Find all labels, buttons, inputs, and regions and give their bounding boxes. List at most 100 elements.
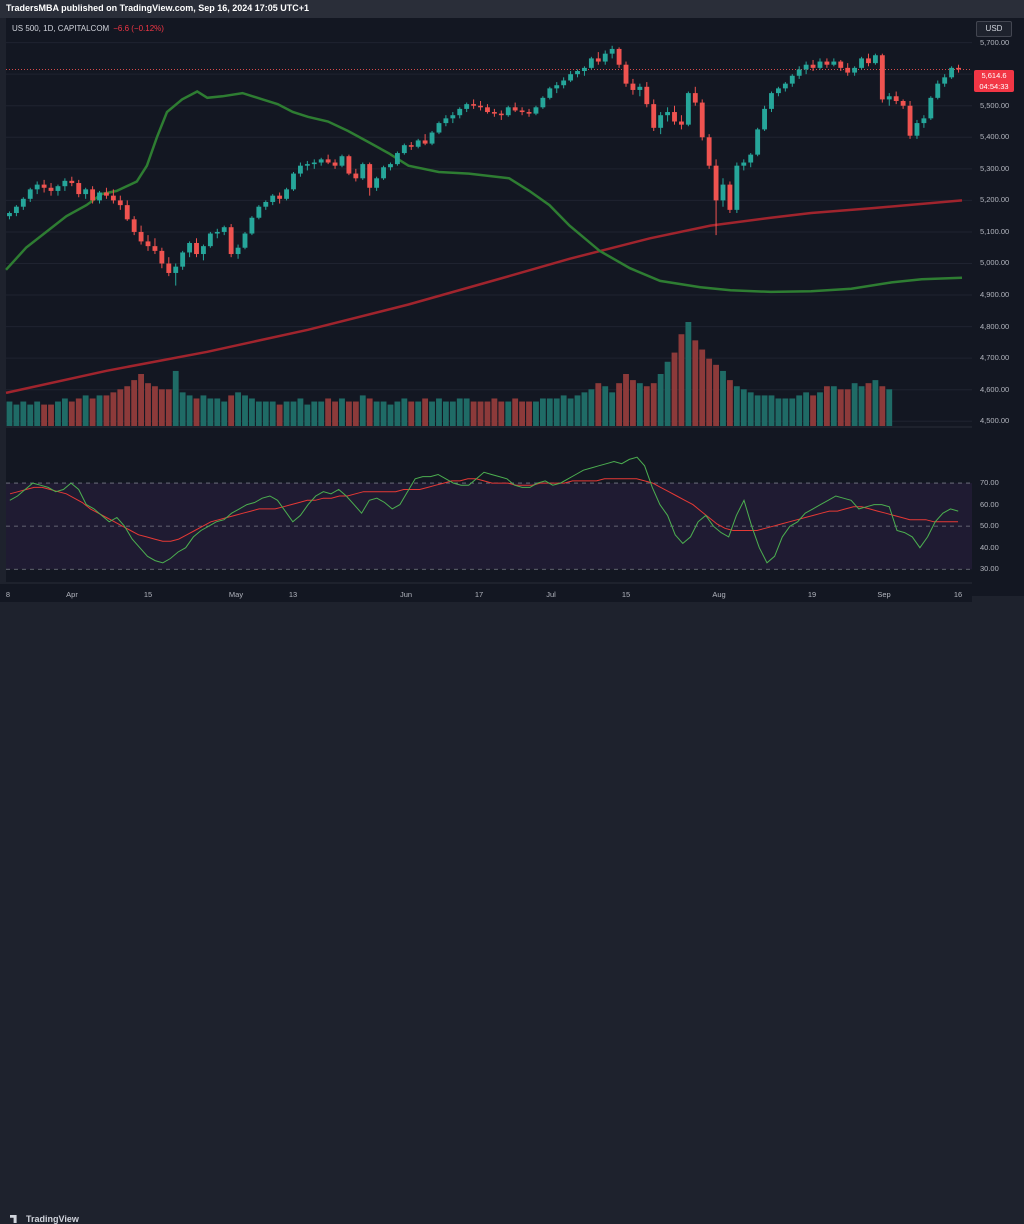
candle-body [138, 231, 144, 242]
volume-bar [574, 395, 581, 426]
candle-body [706, 137, 712, 166]
candle-body [415, 140, 421, 147]
last-price-tag: 5,614.6 04:54:33 [974, 70, 1014, 92]
volume-bar [498, 401, 505, 426]
candle-body [221, 227, 227, 232]
rsi-tick-label: 50.00 [980, 521, 999, 531]
volume-bar [387, 404, 394, 426]
volume-bar [297, 398, 304, 426]
volume-bar [643, 386, 650, 426]
candle-body [498, 113, 504, 116]
volume-bar [117, 389, 124, 426]
volume-bar [422, 398, 429, 426]
volume-bar [533, 401, 539, 426]
tradingview-logo-icon [10, 1215, 17, 1223]
volume-bar [172, 370, 179, 426]
symbol-legend[interactable]: US 500, 1D, CAPITALCOM −6.6 (−0.12%) [12, 24, 164, 33]
candle-body [388, 164, 393, 168]
volume-bar [886, 389, 893, 426]
price-axis[interactable] [972, 18, 1024, 596]
candle-body [339, 156, 345, 166]
volume-bar [519, 401, 526, 426]
last-price-value: 5,614.6 [981, 71, 1007, 80]
candle-body [325, 159, 331, 163]
candle-body [782, 83, 788, 89]
volume-bar [373, 401, 380, 426]
candle-body [429, 132, 435, 144]
candle-body [755, 129, 761, 155]
candle-body [866, 58, 871, 64]
time-tick-label: 15 [621, 590, 631, 599]
candle-body [256, 206, 262, 218]
volume-bar [678, 334, 685, 426]
volume-bar [339, 398, 345, 426]
volume-bar [249, 398, 255, 426]
candle-body [159, 250, 165, 264]
tradingview-logo[interactable]: TradingView [10, 1214, 79, 1224]
volume-bar [429, 401, 435, 426]
candle-body [311, 162, 317, 165]
volume-bar [630, 380, 636, 426]
candle-body [110, 195, 116, 201]
candle-body [48, 187, 54, 191]
volume-bar [103, 395, 110, 426]
ma200-line [5, 199, 963, 395]
time-tick-label: Aug [712, 590, 726, 599]
candle-body [845, 67, 851, 73]
volume-bar [761, 395, 768, 426]
candle-body [942, 77, 948, 84]
candle-body [949, 67, 955, 78]
candle-body [443, 118, 449, 124]
volume-bar [262, 401, 269, 426]
candle-body [727, 184, 733, 210]
currency-button[interactable]: USD [976, 21, 1012, 37]
volume-bar [789, 398, 796, 426]
candle-body [775, 88, 781, 94]
candle-body [97, 192, 102, 201]
volume-bar [456, 398, 463, 426]
candle-body [13, 206, 19, 214]
chart-canvas [5, 42, 972, 570]
time-axis[interactable] [0, 584, 972, 602]
time-tick-label: Apr [66, 590, 78, 599]
candle-body [235, 247, 241, 255]
candle-body [588, 58, 594, 68]
volume-bar [782, 398, 789, 426]
volume-bar [394, 401, 401, 426]
candle-body [7, 213, 12, 217]
volume-bar [207, 398, 214, 426]
price-tick-label: 4,600.00 [980, 384, 1010, 394]
candle-body [228, 227, 234, 255]
candle-body [810, 64, 816, 68]
candle-body [131, 219, 137, 232]
candle-body [270, 195, 276, 202]
volume-bar [775, 398, 782, 426]
time-tick-label: Sep [877, 590, 891, 599]
time-tick-label: 17 [474, 590, 484, 599]
volume-bar [463, 398, 470, 426]
volume-bar [636, 383, 643, 426]
volume-bar [408, 401, 415, 426]
candle-body [367, 164, 373, 188]
volume-bar [706, 358, 713, 426]
candle-body [914, 123, 920, 136]
candle-body [69, 180, 75, 184]
volume-bar [699, 349, 706, 426]
volume-bar [754, 395, 761, 426]
volume-bar [186, 395, 193, 426]
volume-bar [768, 395, 775, 426]
candle-body [872, 55, 878, 64]
volume-bar [872, 380, 879, 426]
volume-bar [595, 383, 602, 426]
symbol-title: US 500, 1D, CAPITALCOM [12, 24, 110, 33]
publish-info: TradersMBA published on TradingView.com,… [6, 3, 310, 13]
volume-bar [491, 398, 498, 426]
volume-bar [657, 374, 664, 426]
volume-bar [685, 322, 692, 426]
candle-body [935, 83, 941, 98]
ma50-line [5, 90, 963, 294]
candle-body [180, 252, 186, 267]
candle-body [436, 123, 442, 133]
candle-body [450, 115, 456, 119]
candle-body [582, 67, 587, 72]
